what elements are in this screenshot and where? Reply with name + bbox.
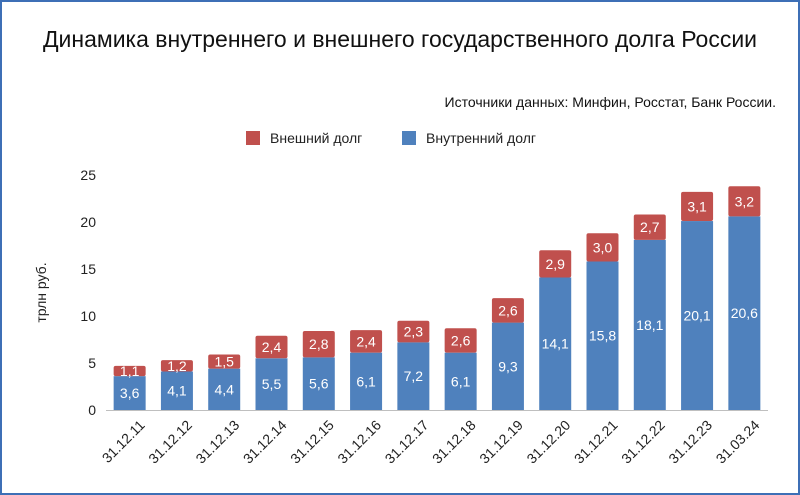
- data-label-internal: 20,1: [683, 308, 710, 324]
- bar-internal-debt: [397, 342, 430, 410]
- bar-external-debt: [586, 233, 619, 262]
- bar-external-debt: [350, 330, 383, 353]
- bar-external-debt: [633, 214, 666, 240]
- bar-internal-debt: [539, 277, 572, 410]
- bar-external-debt: [491, 298, 524, 323]
- data-label-external: 2,7: [640, 219, 660, 235]
- data-label-external: 1,5: [214, 354, 234, 370]
- data-label-internal: 6,1: [451, 373, 471, 389]
- y-tick-label: 25: [80, 167, 96, 183]
- data-label-external: 1,1: [120, 363, 140, 379]
- y-tick-label: 5: [88, 355, 96, 371]
- bar-internal-debt: [633, 239, 666, 410]
- legend-swatch: [402, 131, 416, 145]
- bar-internal-debt: [113, 376, 146, 410]
- bar-external-debt: [681, 191, 714, 222]
- data-label-internal: 6,1: [356, 373, 376, 389]
- legend-label: Внутренний долг: [426, 130, 536, 146]
- x-tick-label: 31.12.17: [382, 417, 432, 467]
- data-label-internal: 15,8: [589, 328, 616, 344]
- bar-internal-debt: [444, 352, 477, 410]
- x-tick-label: 31.12.15: [287, 417, 337, 467]
- x-axis: 31.12.1131.12.1231.12.1331.12.1431.12.15…: [99, 410, 768, 467]
- bar-external-debt: [397, 320, 430, 343]
- x-tick-label: 31.12.12: [145, 417, 195, 467]
- bars: 3,6 1,1 4,1 1,2 4,4 1,5 5,5 2,4 5,6 2,8 6,1 2,4 7,2 2…: [113, 186, 761, 410]
- x-tick-label: 31.12.21: [571, 417, 621, 467]
- data-label-external: 2,4: [356, 333, 376, 349]
- x-tick-label: 31.12.23: [665, 417, 715, 467]
- x-tick-label: 31.12.16: [334, 417, 384, 467]
- y-axis-label: трлн руб.: [33, 262, 49, 322]
- bar-external-debt: [728, 186, 761, 217]
- bar-external-debt: [539, 250, 572, 278]
- y-tick-label: 20: [80, 214, 96, 230]
- data-label-external: 3,0: [593, 239, 613, 255]
- bar-internal-debt: [586, 261, 619, 410]
- bar-internal-debt: [255, 358, 288, 410]
- bar-external-debt: [160, 360, 193, 372]
- y-tick-label: 0: [88, 402, 96, 418]
- y-axis: 0 5 10 15 20 25: [80, 167, 96, 418]
- bar-external-debt: [113, 365, 146, 377]
- data-label-internal: 20,6: [731, 305, 758, 321]
- data-label-external: 3,2: [735, 193, 755, 209]
- bar-internal-debt: [728, 216, 761, 410]
- chart-subtitle: Источники данных: Минфин, Росстат, Банк …: [444, 94, 776, 110]
- bar-external-debt: [444, 328, 477, 353]
- data-label-internal: 18,1: [636, 317, 663, 333]
- bar-internal-debt: [491, 322, 524, 410]
- data-label-internal: 4,1: [167, 383, 187, 399]
- y-tick-label: 15: [80, 261, 96, 277]
- legend-swatch: [246, 131, 260, 145]
- data-label-internal: 9,3: [498, 358, 518, 374]
- x-tick-label: 31.12.20: [523, 417, 573, 467]
- data-label-external: 2,8: [309, 336, 329, 352]
- data-label-external: 2,6: [498, 302, 518, 318]
- data-label-external: 2,9: [545, 256, 565, 272]
- data-label-external: 2,4: [262, 339, 282, 355]
- x-tick-label: 31.12.19: [476, 417, 526, 467]
- data-label-internal: 4,4: [214, 381, 234, 397]
- bar-internal-debt: [350, 352, 383, 410]
- y-tick-label: 10: [80, 308, 96, 324]
- data-label-internal: 14,1: [542, 336, 569, 352]
- data-label-internal: 5,5: [262, 376, 282, 392]
- data-label-internal: 7,2: [404, 368, 424, 384]
- data-label-external: 2,3: [404, 324, 424, 340]
- chart-title: Динамика внутреннего и внешнего государс…: [42, 26, 758, 52]
- x-tick-label: 31.12.18: [429, 417, 479, 467]
- x-tick-label: 31.12.11: [99, 417, 148, 466]
- bar-external-debt: [302, 331, 335, 358]
- data-label-external: 1,2: [167, 358, 187, 374]
- x-tick-label: 31.12.22: [618, 417, 668, 467]
- data-label-internal: 5,6: [309, 376, 329, 392]
- x-tick-label: 31.03.24: [713, 417, 763, 467]
- x-tick-label: 31.12.14: [240, 417, 290, 467]
- bar-internal-debt: [208, 368, 241, 410]
- data-label-internal: 3,6: [120, 385, 140, 401]
- bar-internal-debt: [160, 371, 193, 410]
- x-tick-label: 31.12.13: [192, 417, 242, 467]
- data-label-external: 3,1: [687, 198, 707, 214]
- bar-internal-debt: [681, 221, 714, 410]
- bar-external-debt: [255, 335, 288, 359]
- legend-label: Внешний долг: [270, 130, 362, 146]
- bar-external-debt: [208, 354, 241, 369]
- bar-internal-debt: [302, 357, 335, 410]
- data-label-external: 2,6: [451, 332, 471, 348]
- legend: Внешний долг Внутренний долг: [246, 130, 536, 146]
